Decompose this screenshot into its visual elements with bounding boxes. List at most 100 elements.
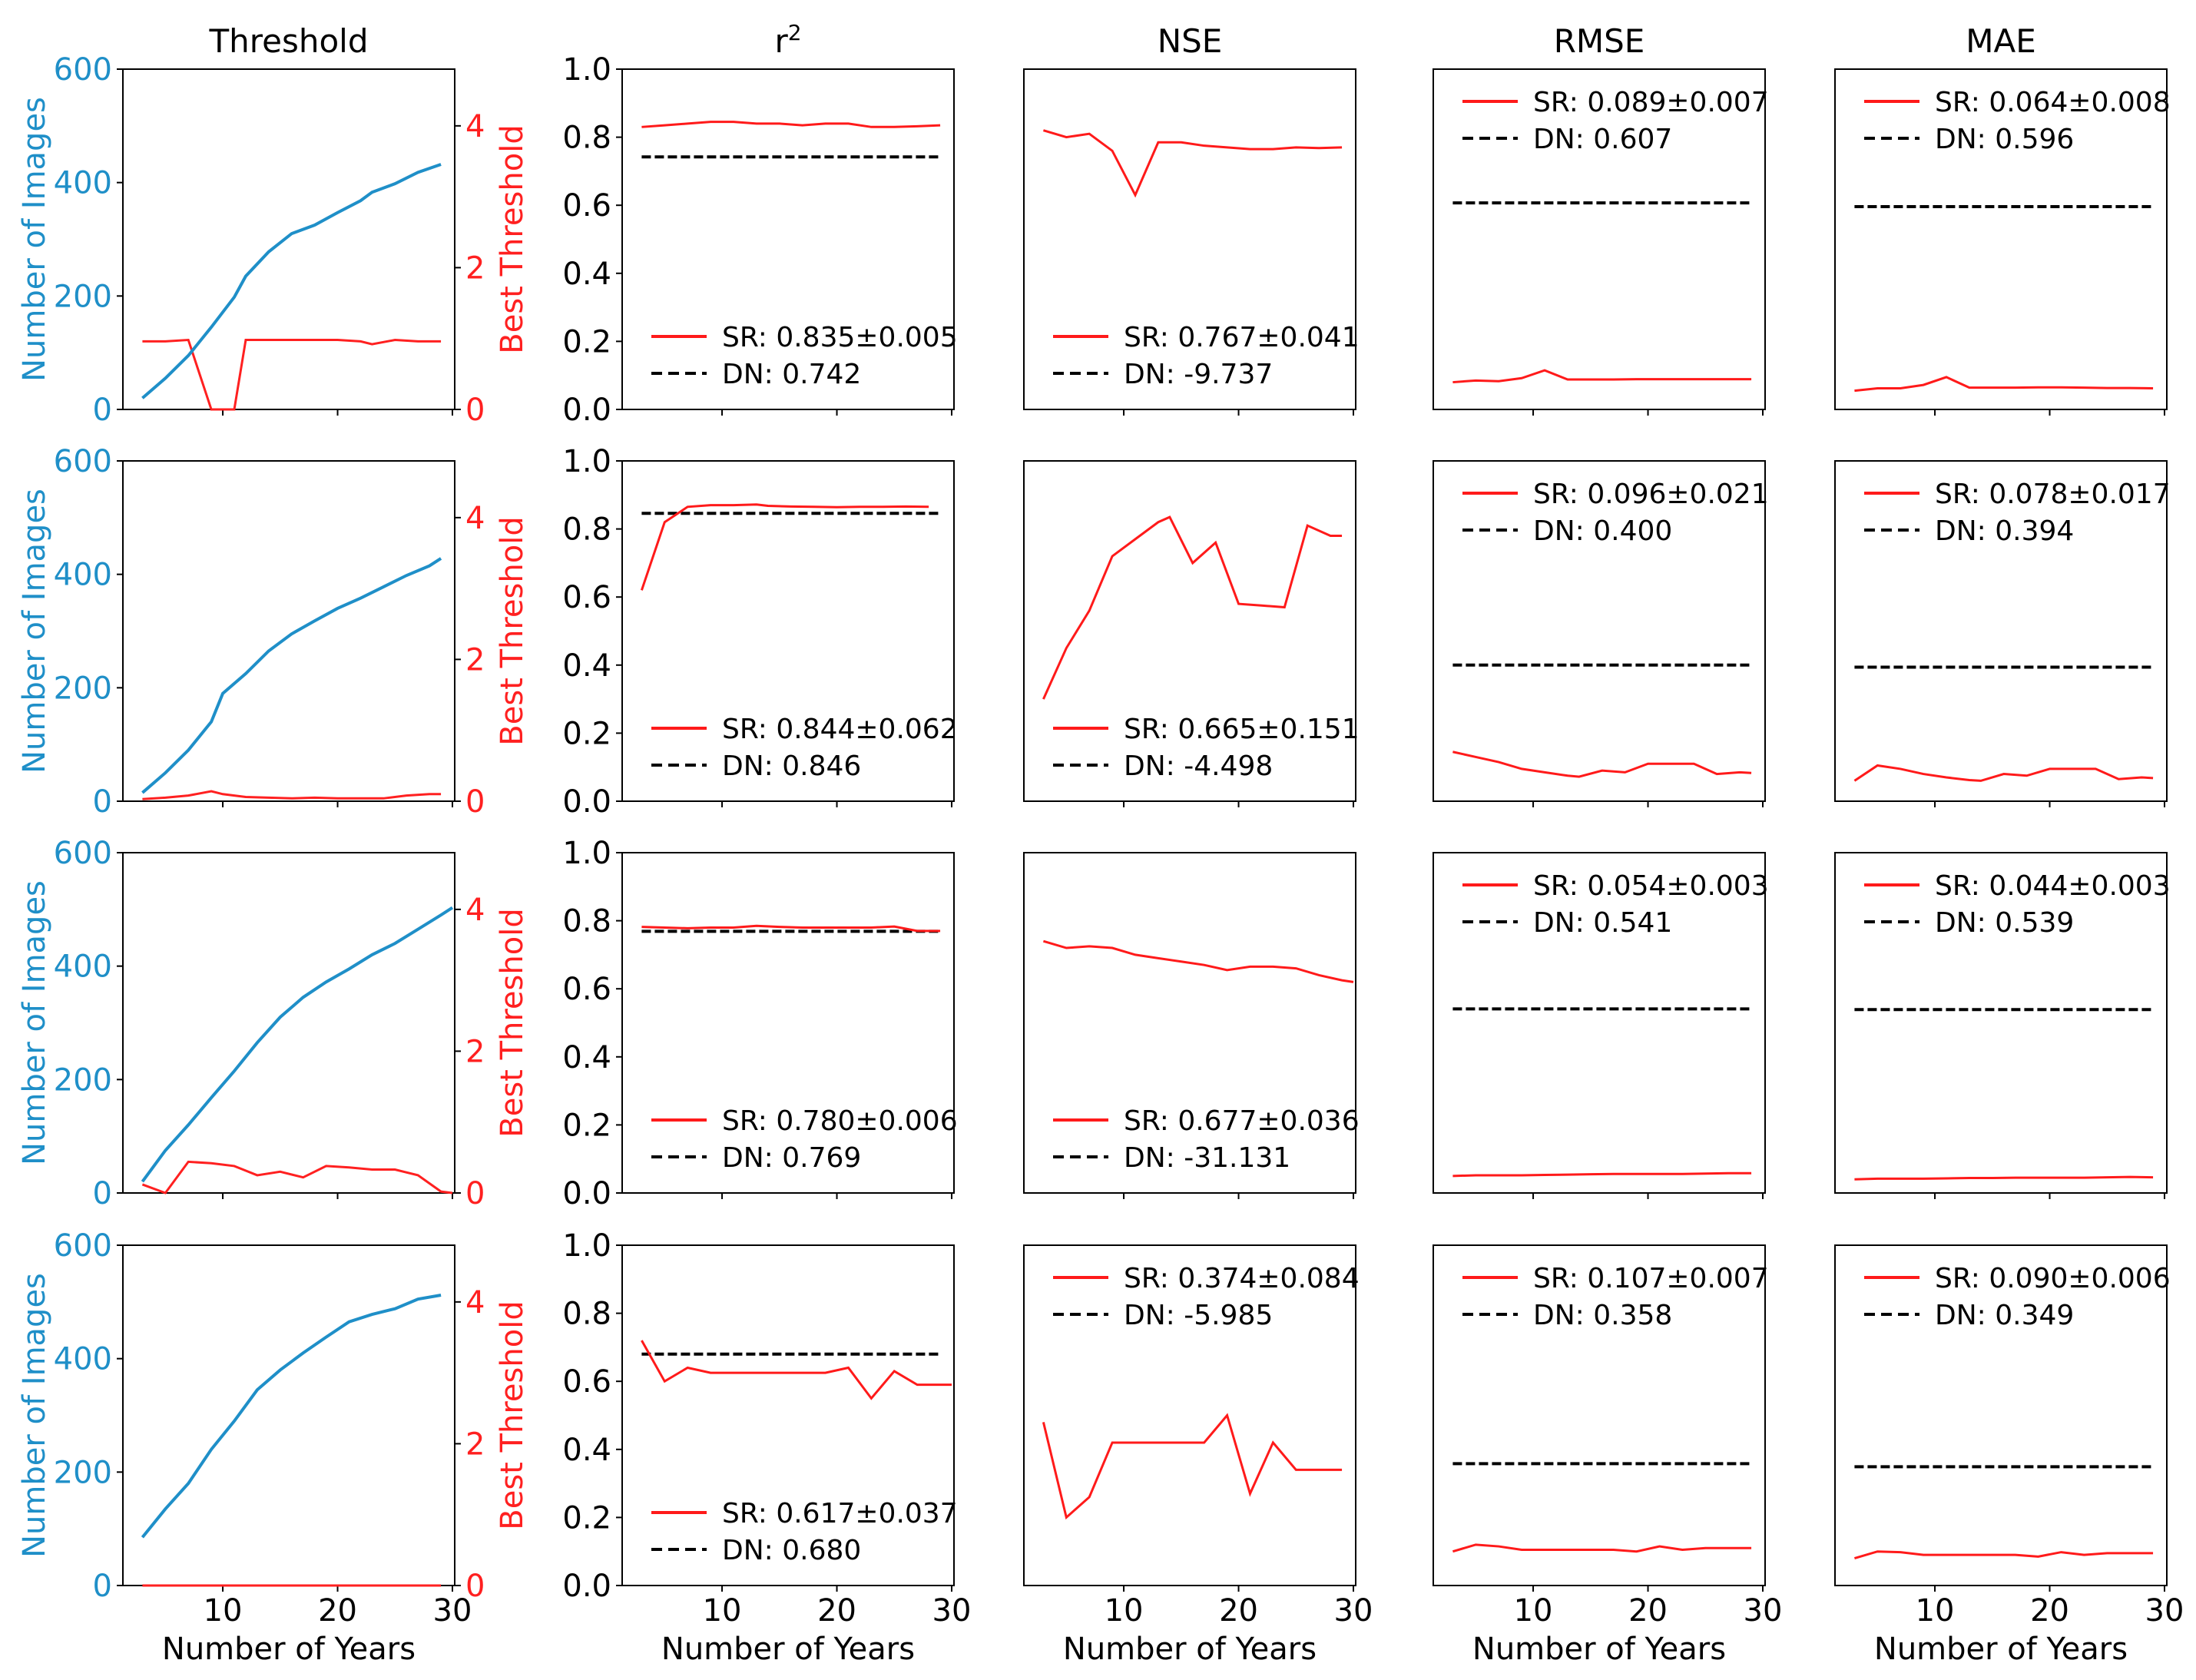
left-y-axis-label: Number of Images [17,97,52,382]
axes-frame [1023,460,1356,802]
y-tick-label: 0.8 [562,1297,611,1332]
right-y-tick-label: 0 [465,393,485,428]
sr-line [1853,764,2154,782]
legend-sr-label: SR: 0.064±0.008 [1935,87,2171,118]
y-tick-label: 0.0 [562,1569,611,1604]
right-y-tick-label: 2 [465,250,485,286]
left-y-tick-label: 400 [54,166,112,201]
left-y-axis-label: Number of Images [17,1273,52,1558]
panel-mae-row-4: 10 20 30 Number of Years SR: 0.090±0.006 DN: … [1834,1244,2184,1667]
legend-sr-label: SR: 0.617±0.037 [722,1498,958,1529]
legend-dn-label: DN: -31.131 [1124,1142,1290,1174]
y-tick-label: 0.0 [562,393,611,428]
panel-rmse-row-1: SR: 0.089±0.007 DN: 0.607 [1433,68,1769,416]
left-y-tick-label: 600 [54,52,112,88]
best-threshold-line [142,338,442,411]
left-y-tick-label: 0 [93,1569,112,1604]
panel-r2-row-2: 0.0 0.2 0.4 0.6 0.8 1.0 SR: 0.844±0.062 DN: 0.8… [562,444,957,820]
left-y-tick-label: 400 [54,1342,112,1377]
y-tick-label: 0.4 [562,257,611,292]
axes-frame [621,1244,955,1586]
column-titles: Threshold r2 NSE RMSE MAE [209,20,2036,60]
right-y-axis-label: Best Threshold [495,1301,530,1529]
legend-dn-label: DN: 0.358 [1533,1300,1672,1331]
y-tick-label: 0.2 [562,324,611,360]
axes-frame [1834,68,2168,410]
x-tick-label: 30 [2145,1593,2184,1629]
sr-line [1452,1543,1752,1553]
x-tick-label: 10 [1105,1593,1144,1629]
left-y-tick-label: 200 [54,279,112,314]
legend-sr-label: SR: 0.780±0.006 [722,1105,958,1137]
panel-mae-row-3: SR: 0.044±0.003 DN: 0.539 [1834,852,2171,1199]
threshold-panel-row-2: 0 200 400 600 0 2 4 Number of Images Best Thresh… [17,444,530,820]
y-tick-label: 0.4 [562,1433,611,1468]
right-y-tick-label: 2 [465,642,485,678]
left-y-tick-label: 400 [54,558,112,593]
x-axis-label: Number of Years [1874,1632,2128,1667]
sr-line [1452,751,1752,778]
legend-dn-label: DN: 0.400 [1533,515,1672,547]
left-y-tick-label: 200 [54,1455,112,1490]
y-tick-label: 1.0 [562,444,611,479]
best-threshold-line [142,790,442,800]
panel-rmse-row-3: SR: 0.054±0.003 DN: 0.541 [1433,852,1769,1199]
x-tick-label: 30 [1744,1593,1783,1629]
right-y-axis-label: Best Threshold [495,124,530,353]
x-tick-label: 10 [703,1593,742,1629]
x-tick-label: 30 [433,1593,472,1629]
column-title-mae: MAE [1966,22,2036,60]
panel-r2-row-4: 0.0 0.2 0.4 0.6 0.8 1.0 10 20 30 Number of Years S… [562,1228,971,1667]
y-tick-label: 0.8 [562,904,611,939]
x-tick-label: 20 [1219,1593,1258,1629]
left-y-tick-label: 200 [54,671,112,706]
sr-line [1854,1175,2154,1181]
panel-r2-row-1: 0.0 0.2 0.4 0.6 0.8 1.0 SR: 0.835±0.005 DN: 0.7… [562,52,957,428]
legend-sr-label: SR: 0.677±0.036 [1124,1105,1360,1137]
legend-dn-label: DN: 0.539 [1935,907,2074,939]
legend-dn-label: DN: 0.596 [1935,124,2074,155]
right-y-tick-label: 0 [465,1569,485,1604]
column-title-nse: NSE [1158,22,1223,60]
right-y-tick-label: 4 [465,109,485,144]
sr-line [1042,515,1343,700]
right-y-tick-label: 2 [465,1034,485,1069]
threshold-panel-row-4: 0 200 400 600 0 2 4 10 20 30 Number of Images Best … [17,1228,530,1667]
axes-frame [1433,1244,1766,1586]
y-tick-label: 0.0 [562,1176,611,1211]
number-of-images-line [141,557,442,794]
legend-sr-label: SR: 0.078±0.017 [1935,479,2171,510]
legend-dn-label: DN: -5.985 [1124,1300,1273,1331]
sr-line [640,503,929,591]
legend-dn-label: DN: 0.349 [1935,1300,2074,1331]
right-y-tick-label: 4 [465,501,485,536]
legend-dn-label: DN: 0.541 [1533,907,1672,939]
panel-rmse-row-2: SR: 0.096±0.021 DN: 0.400 [1433,460,1769,807]
legend-dn-label: DN: 0.680 [722,1535,861,1566]
sr-line [1042,939,1354,983]
number-of-images-line [141,163,442,399]
x-tick-label: 10 [1514,1593,1553,1629]
left-y-tick-label: 0 [93,393,112,428]
axes-frame [1433,68,1766,410]
number-of-images-line [141,906,454,1183]
right-y-axis-label: Best Threshold [495,908,530,1137]
x-tick-label: 20 [2030,1593,2069,1629]
threshold-panel-row-3: 0 200 400 600 0 2 4 Number of Images Best Thresh… [17,836,530,1211]
legend-sr-label: SR: 0.107±0.007 [1533,1263,1769,1294]
x-tick-label: 10 [204,1593,243,1629]
y-tick-label: 0.2 [562,716,611,751]
sr-line [1452,369,1752,384]
axes-frame [1023,1244,1356,1586]
axes-frame [1023,68,1356,410]
axes-frame [1023,852,1356,1194]
y-tick-label: 0.6 [562,972,611,1007]
axes-frame [621,68,955,410]
legend-sr-label: SR: 0.665±0.151 [1124,714,1360,745]
legend-dn-label: DN: 0.607 [1533,124,1672,155]
axes-frame [1433,460,1766,802]
sr-line [1452,1171,1752,1178]
legend-sr-label: SR: 0.374±0.084 [1124,1263,1360,1294]
panel-nse-row-4: 10 20 30 Number of Years SR: 0.374±0.084 DN: … [1023,1244,1373,1667]
